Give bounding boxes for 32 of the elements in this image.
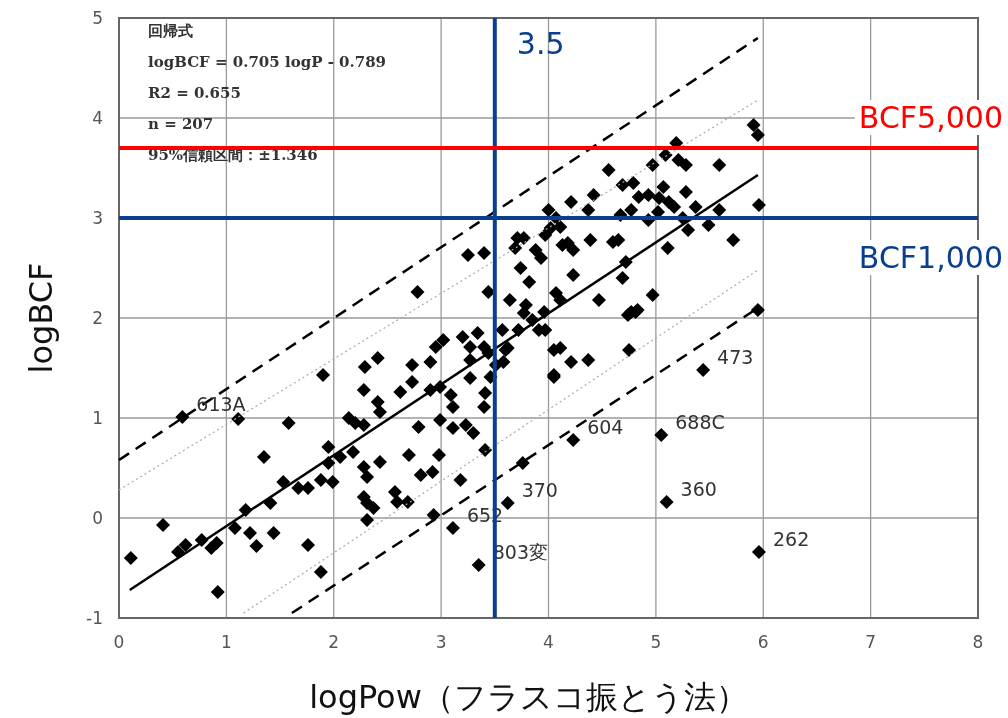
annotation: 370 <box>521 479 558 501</box>
y-axis-title: logBCF <box>22 262 60 374</box>
ref-line-label: 3.5 <box>516 26 565 61</box>
annotation: 360 <box>680 478 717 500</box>
y-tick-label: 0 <box>92 508 103 528</box>
annotation: 回帰式 <box>148 22 193 40</box>
x-tick-label: 1 <box>220 632 232 652</box>
x-axis-title: logPow（フラスコ振とう法） <box>309 678 748 716</box>
annotation: 262 <box>772 528 810 550</box>
y-tick-label: 3 <box>92 208 103 228</box>
y-tick-label: 4 <box>92 108 103 128</box>
x-tick-label: 8 <box>972 632 984 652</box>
ref-line-label: BCF1,000 <box>858 240 1003 275</box>
x-tick-label: 2 <box>328 632 340 652</box>
x-tick-label: 5 <box>650 632 662 652</box>
annotation: 613A <box>196 393 246 415</box>
annotation: 473 <box>717 346 754 368</box>
annotation: 688C <box>675 411 725 433</box>
x-tick-label: 3 <box>435 632 447 652</box>
ref-line-label: BCF5,000 <box>858 100 1003 135</box>
y-tick-label: 2 <box>92 308 103 328</box>
x-tick-label: 4 <box>543 632 554 652</box>
y-tick-label: 1 <box>92 408 103 428</box>
annotation: logBCF = 0.705 logP - 0.789 <box>148 53 387 71</box>
x-tick-label: 7 <box>865 632 877 652</box>
y-tick-label: 5 <box>92 8 103 28</box>
x-tick-label: 0 <box>113 632 125 652</box>
annotation: n = 207 <box>148 115 214 133</box>
annotation: 604 <box>587 416 624 438</box>
x-tick-label: 6 <box>757 632 769 652</box>
annotation: R2 = 0.655 <box>148 84 241 102</box>
y-tick-label: -1 <box>86 608 103 628</box>
